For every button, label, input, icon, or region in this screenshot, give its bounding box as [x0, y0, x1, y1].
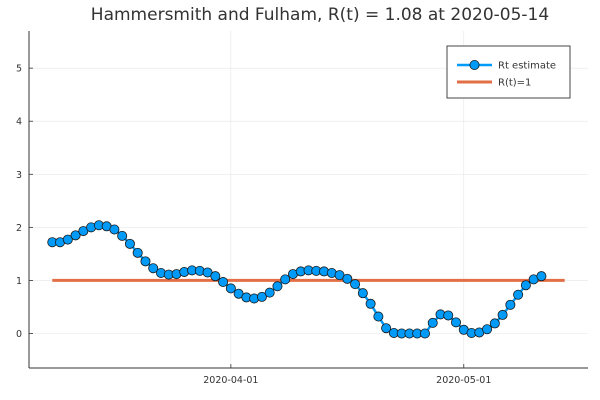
- legend-label-rt-1: R(t)=1: [498, 78, 531, 89]
- rt-estimate-point: [381, 323, 392, 334]
- rt-estimate-point: [497, 309, 508, 320]
- legend-marker-rt-estimate: [469, 60, 480, 71]
- rt-estimate-point: [489, 318, 500, 329]
- rt-estimate-point: [140, 256, 151, 267]
- rt-estimate-point: [256, 291, 267, 302]
- rt-estimate-point: [373, 311, 384, 322]
- rt-estimate-point: [482, 324, 493, 335]
- series-layer: [47, 220, 565, 339]
- rt-estimate-point: [70, 230, 81, 241]
- x-tick-label: 2020-05-01: [436, 375, 491, 386]
- y-tick-label: 2: [16, 223, 22, 234]
- y-tick-label: 0: [16, 329, 22, 340]
- rt-estimate-point: [520, 280, 531, 291]
- legend: Rt estimate R(t)=1: [446, 45, 571, 99]
- y-tick-label: 4: [16, 117, 22, 128]
- rt-estimate-point: [148, 263, 159, 274]
- rt-estimate-point: [342, 273, 353, 284]
- rt-estimate-point: [536, 271, 547, 282]
- y-tick-label: 3: [16, 170, 22, 181]
- rt-estimate-point: [505, 299, 516, 310]
- rt-estimate-point: [350, 279, 361, 290]
- rt-estimate-point: [357, 288, 368, 299]
- rt-estimate-point: [427, 317, 438, 328]
- rt-estimate-point: [109, 224, 120, 235]
- rt-estimate-point: [210, 271, 221, 282]
- rt-estimate-point: [264, 287, 275, 298]
- rt-estimate-point: [513, 289, 524, 300]
- rt-estimate-point: [132, 247, 143, 258]
- axes: 0 1 2 3 4 5 2020-04-01 2020-05-01: [16, 31, 588, 386]
- rt-estimate-point: [451, 317, 462, 328]
- rt-estimate-point: [272, 281, 283, 292]
- rt-estimate-point: [117, 230, 128, 241]
- legend-label-rt-estimate: Rt estimate: [498, 61, 556, 72]
- chart-title: Hammersmith and Fulham, R(t) = 1.08 at 2…: [91, 5, 549, 25]
- x-tick-label: 2020-04-01: [203, 375, 258, 386]
- rt-estimate-point: [443, 310, 454, 321]
- rt-estimate-point: [124, 238, 135, 249]
- rt-estimate-point: [62, 234, 73, 245]
- rt-estimate-point: [365, 298, 376, 309]
- rt-estimate-point: [218, 277, 229, 288]
- rt-estimate-point: [225, 283, 236, 294]
- rt-estimate-point: [419, 328, 430, 339]
- legend-box: [446, 45, 571, 99]
- y-tick-label: 5: [16, 64, 22, 75]
- rt-estimate-point: [280, 274, 291, 285]
- y-tick-label: 1: [16, 276, 22, 287]
